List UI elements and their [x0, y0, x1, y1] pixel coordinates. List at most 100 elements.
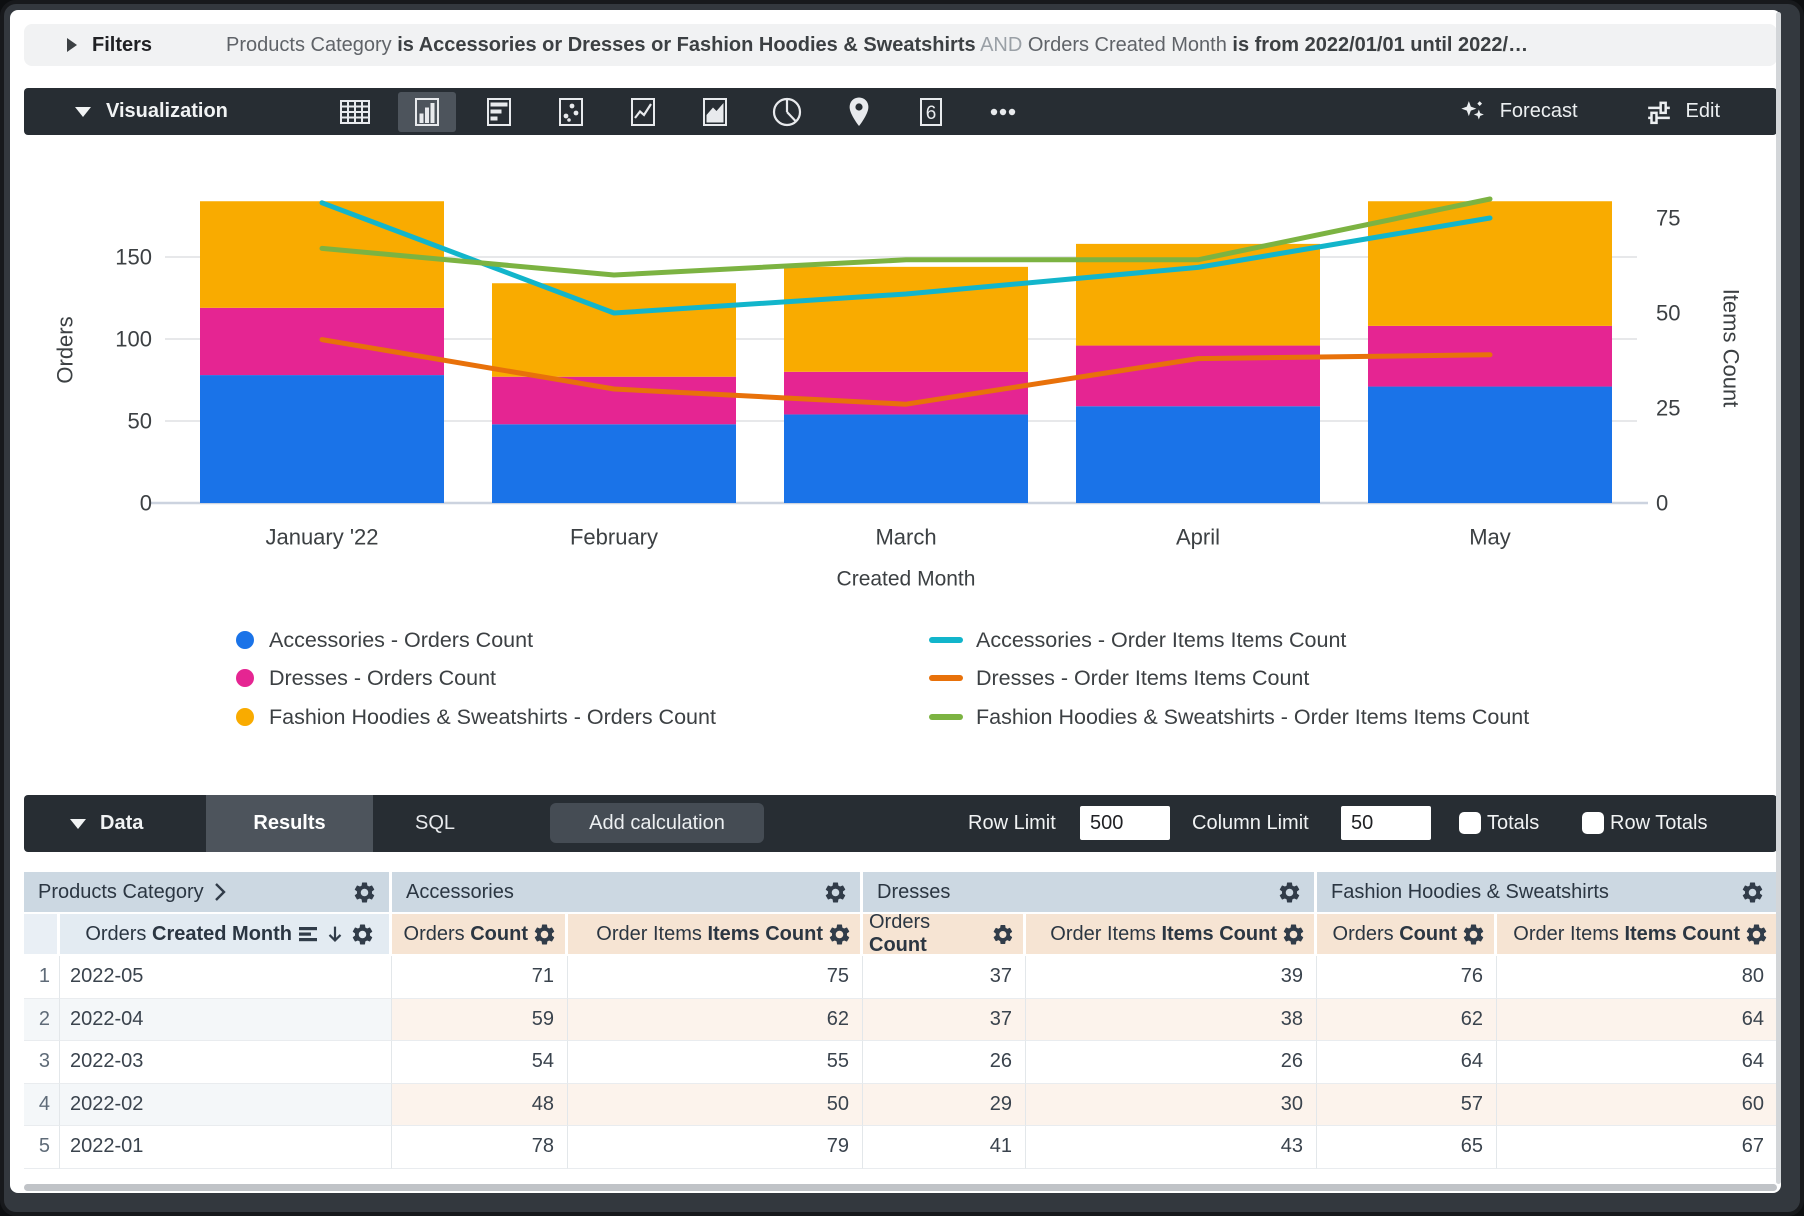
collapse-data-icon[interactable]: [70, 818, 86, 829]
measure-cell[interactable]: 43: [1026, 1126, 1317, 1169]
horizontal-scrollbar[interactable]: [24, 1184, 1777, 1191]
legend-item[interactable]: Fashion Hoodies & Sweatshirts - Order It…: [929, 705, 1529, 729]
line-series[interactable]: [319, 337, 1493, 407]
measure-cell[interactable]: 26: [1026, 1041, 1317, 1084]
column-header[interactable]: Orders Count: [392, 914, 568, 956]
measure-cell[interactable]: 64: [1497, 1041, 1777, 1084]
viz-type-line-icon[interactable]: [614, 92, 672, 132]
forecast-button[interactable]: Forecast: [1458, 97, 1578, 127]
bar-segment[interactable]: [492, 424, 736, 503]
dimension-cell[interactable]: 2022-03: [60, 1041, 392, 1084]
bar-segment[interactable]: [1368, 386, 1612, 503]
measure-cell[interactable]: 75: [568, 956, 863, 999]
column-header[interactable]: Order Items Items Count: [568, 914, 863, 956]
column-header[interactable]: Order Items Items Count: [1497, 914, 1777, 956]
measure-cell[interactable]: 29: [863, 1083, 1026, 1126]
bar-segment[interactable]: [784, 266, 1028, 372]
measure-cell[interactable]: 67: [1497, 1126, 1777, 1169]
dimension-cell[interactable]: 2022-01: [60, 1126, 392, 1169]
bar-segment[interactable]: [200, 375, 444, 503]
bar-segment[interactable]: [1076, 406, 1320, 503]
gear-icon[interactable]: [1740, 880, 1765, 905]
legend-item[interactable]: Dresses - Orders Count: [236, 666, 496, 690]
viz-type-column-icon[interactable]: [398, 91, 456, 132]
dimension-cell[interactable]: 2022-04: [60, 998, 392, 1041]
group-header-3[interactable]: Fashion Hoodies & Sweatshirts: [1317, 872, 1777, 914]
tab-results[interactable]: Results: [206, 795, 373, 852]
group-header-1[interactable]: Accessories: [392, 872, 863, 914]
legend-item[interactable]: Fashion Hoodies & Sweatshirts - Orders C…: [236, 705, 716, 729]
measure-cell[interactable]: 78: [392, 1126, 568, 1169]
line-series[interactable]: [319, 200, 1493, 316]
column-limit-input[interactable]: [1341, 806, 1431, 840]
measure-cell[interactable]: 37: [863, 998, 1026, 1041]
bar-segment[interactable]: [1368, 201, 1612, 326]
visualization-label[interactable]: Visualization: [106, 100, 228, 122]
gear-icon[interactable]: [1744, 922, 1769, 947]
gear-icon[interactable]: [352, 880, 377, 905]
measure-cell[interactable]: 38: [1026, 998, 1317, 1041]
viz-type-area-icon[interactable]: [686, 92, 744, 132]
column-header[interactable]: Orders Count: [863, 911, 1026, 956]
measure-cell[interactable]: 37: [863, 956, 1026, 999]
measure-cell[interactable]: 55: [568, 1041, 863, 1084]
gear-icon[interactable]: [532, 922, 557, 947]
gear-icon[interactable]: [1281, 922, 1306, 947]
legend-item[interactable]: Accessories - Order Items Items Count: [929, 628, 1346, 652]
measure-cell[interactable]: 39: [1026, 956, 1317, 999]
measure-cell[interactable]: 71: [392, 956, 568, 999]
viz-type-bar-icon[interactable]: [470, 92, 528, 132]
legend-item[interactable]: Accessories - Orders Count: [236, 628, 533, 652]
gear-icon[interactable]: [350, 922, 375, 947]
column-header[interactable]: Orders Count: [1317, 914, 1497, 956]
measure-cell[interactable]: 26: [863, 1041, 1026, 1084]
group-header-0[interactable]: Products Category: [24, 872, 392, 914]
measure-cell[interactable]: 64: [1497, 998, 1777, 1041]
row-totals-checkbox[interactable]: [1582, 812, 1604, 834]
totals-checkbox[interactable]: [1459, 812, 1481, 834]
tab-sql[interactable]: SQL: [360, 795, 510, 852]
dimension-cell[interactable]: 2022-02: [60, 1083, 392, 1126]
dimension-cell[interactable]: 2022-05: [60, 956, 392, 999]
gear-icon[interactable]: [1461, 922, 1486, 947]
line-series[interactable]: [319, 196, 1493, 278]
measure-cell[interactable]: 50: [568, 1083, 863, 1126]
bar-segment[interactable]: [492, 376, 736, 425]
measure-cell[interactable]: 59: [392, 998, 568, 1041]
bar-segment[interactable]: [1076, 345, 1320, 407]
group-header-2[interactable]: Dresses: [863, 872, 1317, 914]
column-header[interactable]: Order Items Items Count: [1026, 914, 1317, 956]
viz-type-single-value-icon[interactable]: 6: [902, 92, 960, 132]
measure-cell[interactable]: 41: [863, 1126, 1026, 1169]
data-label[interactable]: Data: [100, 812, 144, 834]
measure-cell[interactable]: 48: [392, 1083, 568, 1126]
expand-filters-icon[interactable]: [67, 38, 77, 52]
vertical-scrollbar[interactable]: [1776, 12, 1781, 1184]
viz-type-pie-icon[interactable]: [758, 92, 816, 132]
gear-icon[interactable]: [827, 922, 852, 947]
viz-type-map-icon[interactable]: [830, 92, 888, 132]
legend-item[interactable]: Dresses - Order Items Items Count: [929, 666, 1309, 690]
viz-type-more-icon[interactable]: [974, 92, 1032, 132]
measure-cell[interactable]: 54: [392, 1041, 568, 1084]
measure-cell[interactable]: 62: [1317, 998, 1497, 1041]
gear-icon[interactable]: [823, 880, 848, 905]
measure-cell[interactable]: 80: [1497, 956, 1777, 999]
measure-cell[interactable]: 30: [1026, 1083, 1317, 1126]
bar-segment[interactable]: [784, 414, 1028, 503]
viz-type-scatter-icon[interactable]: [542, 92, 600, 132]
measure-cell[interactable]: 60: [1497, 1083, 1777, 1126]
gear-icon[interactable]: [991, 922, 1015, 947]
measure-cell[interactable]: 65: [1317, 1126, 1497, 1169]
measure-cell[interactable]: 62: [568, 998, 863, 1041]
add-calculation-button[interactable]: Add calculation: [550, 803, 764, 843]
filters-label[interactable]: Filters: [92, 33, 153, 56]
column-header[interactable]: Orders Created Month: [60, 914, 392, 956]
measure-cell[interactable]: 79: [568, 1126, 863, 1169]
gear-icon[interactable]: [1277, 880, 1302, 905]
bar-segment[interactable]: [492, 283, 736, 377]
measure-cell[interactable]: 64: [1317, 1041, 1497, 1084]
row-limit-input[interactable]: [1080, 806, 1170, 840]
collapse-visualization-icon[interactable]: [75, 106, 91, 117]
measure-cell[interactable]: 76: [1317, 956, 1497, 999]
